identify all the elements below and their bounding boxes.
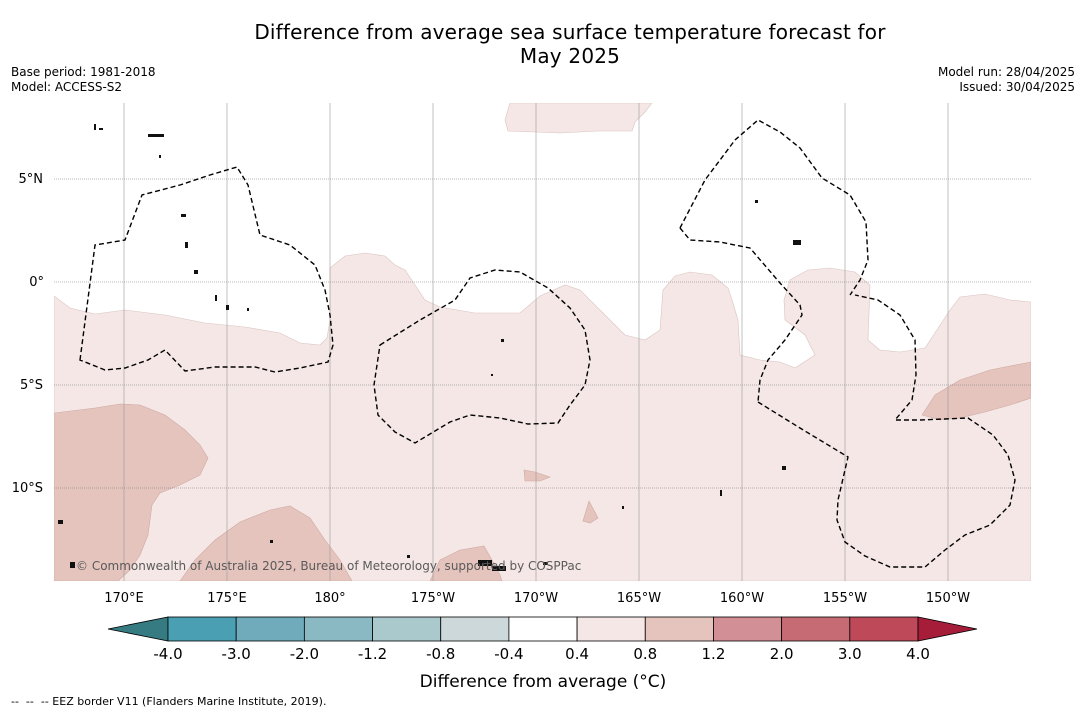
lon-labels: 170°E 175°E 180° 175°W 170°W 165°W 160°W… bbox=[104, 591, 970, 606]
lon-label-160w: 160°W bbox=[720, 591, 764, 606]
eez-border-line-islands-south bbox=[757, 294, 1016, 568]
colorbar-segment bbox=[508, 616, 578, 642]
island bbox=[185, 242, 188, 248]
island bbox=[226, 305, 229, 310]
islands bbox=[58, 124, 801, 571]
colorbar-tick-label: -0.4 bbox=[494, 645, 523, 663]
base-period: Base period: 1981-2018 bbox=[11, 65, 156, 79]
island bbox=[407, 555, 410, 558]
island bbox=[58, 520, 63, 524]
eez-border-kiribati-gilberts bbox=[79, 166, 334, 373]
lon-label-165w: 165°W bbox=[617, 591, 661, 606]
colorbar-tick-label: 2.0 bbox=[770, 645, 794, 663]
issued-date: Issued: 30/04/2025 bbox=[959, 80, 1075, 94]
island bbox=[94, 124, 96, 130]
colorbar-segment bbox=[303, 616, 373, 642]
colorbar-segment bbox=[235, 616, 305, 642]
anomaly-region-south bbox=[179, 505, 353, 581]
colorbar-tick-label: 0.4 bbox=[565, 645, 589, 663]
map-title: Difference from average sea surface temp… bbox=[0, 20, 1085, 68]
colorbar-tick-label: 4.0 bbox=[906, 645, 930, 663]
island bbox=[270, 540, 273, 543]
lon-label-170e: 170°E bbox=[104, 591, 144, 606]
lat-labels: 5°N 0° 5°S 10°S bbox=[12, 172, 44, 496]
colorbar-segment bbox=[713, 616, 783, 642]
colorbar-tick-label: -1.2 bbox=[358, 645, 387, 663]
graticule bbox=[54, 178, 1031, 489]
colorbar-tick-label: 1.2 bbox=[702, 645, 726, 663]
model-name: Model: ACCESS-S2 bbox=[11, 80, 123, 94]
island bbox=[99, 128, 103, 130]
lat-label-5n: 5°N bbox=[19, 172, 44, 187]
island bbox=[247, 308, 249, 311]
colorbar-segment bbox=[644, 616, 714, 642]
colorbar-segment bbox=[849, 616, 919, 642]
colorbar-extension-high bbox=[917, 616, 978, 642]
lat-label-10s: 10°S bbox=[12, 481, 43, 496]
colorbar-tick-labels: -4.0 -3.0 -2.0 -1.2 -0.8 -0.4 0.4 0.8 1.2 2.0 3.0 4… bbox=[153, 645, 930, 663]
island bbox=[159, 155, 161, 158]
copyright-watermark: © Commonwealth of Australia 2025, Bureau… bbox=[76, 559, 581, 573]
eez-legend-note: -- -- -- EEZ border V11 (Flanders Marine… bbox=[11, 695, 327, 708]
colorbar-label: Difference from average (°C) bbox=[420, 672, 667, 692]
colorbar-tick-label: -3.0 bbox=[222, 645, 251, 663]
lon-label-175w: 175°W bbox=[411, 591, 455, 606]
anomaly-patch-south-small bbox=[429, 545, 503, 581]
island bbox=[782, 466, 786, 470]
island bbox=[755, 200, 758, 203]
lon-label-180: 180° bbox=[314, 591, 345, 606]
colorbar-tick-label: -0.8 bbox=[426, 645, 455, 663]
eez-border-line-islands-north bbox=[679, 119, 869, 296]
lon-label-175e: 175°E bbox=[207, 591, 247, 606]
island bbox=[70, 562, 75, 568]
island bbox=[622, 506, 624, 509]
colorbar-tick-label: -4.0 bbox=[153, 645, 182, 663]
model-run: Model run: 28/04/2025 bbox=[937, 65, 1075, 79]
island bbox=[543, 562, 548, 565]
meridians bbox=[123, 103, 949, 581]
colorbar-tick-label: 3.0 bbox=[838, 645, 862, 663]
colorbar-segment bbox=[576, 616, 646, 642]
lon-label-150w: 150°W bbox=[926, 591, 970, 606]
meta-right: Model run: 28/04/2025 Issued: 30/04/2025 bbox=[938, 65, 1075, 95]
eez-borders bbox=[79, 119, 1016, 568]
colorbar bbox=[107, 616, 978, 642]
meta-left: Base period: 1981-2018 Model: ACCESS-S2 bbox=[11, 65, 156, 95]
colorbar-tick-label: -2.0 bbox=[290, 645, 319, 663]
anomaly-patch-small-1 bbox=[523, 469, 551, 482]
colorbar-segment bbox=[781, 616, 851, 642]
colorbar-segment bbox=[440, 616, 510, 642]
island bbox=[793, 240, 801, 245]
eez-border-tokelau bbox=[373, 269, 591, 444]
island bbox=[181, 214, 186, 217]
anomaly-patch-small-2 bbox=[582, 500, 599, 524]
title-line-2: May 2025 bbox=[519, 44, 621, 68]
anomaly-region-light bbox=[54, 252, 1031, 581]
lon-label-155w: 155°W bbox=[823, 591, 867, 606]
lat-label-0: 0° bbox=[29, 275, 44, 290]
title-line-1: Difference from average sea surface temp… bbox=[254, 20, 886, 44]
lat-label-5s: 5°S bbox=[20, 378, 43, 393]
island bbox=[492, 566, 506, 571]
island bbox=[491, 374, 493, 376]
anomaly-patch-north bbox=[504, 103, 653, 134]
lon-label-170w: 170°W bbox=[514, 591, 558, 606]
anomaly-region-southwest bbox=[54, 403, 209, 581]
map-panel: © Commonwealth of Australia 2025, Bureau… bbox=[54, 103, 1031, 581]
colorbar-segment bbox=[167, 616, 237, 642]
island bbox=[720, 490, 722, 496]
island bbox=[148, 134, 164, 137]
island bbox=[194, 270, 198, 274]
island bbox=[478, 560, 492, 566]
colorbar-segment bbox=[372, 616, 442, 642]
eez-border-line-islands-north-2 bbox=[679, 227, 803, 403]
colorbar-extension-low bbox=[107, 616, 169, 642]
island bbox=[501, 339, 504, 342]
colorbar-tick-label: 0.8 bbox=[633, 645, 657, 663]
island bbox=[215, 295, 217, 301]
